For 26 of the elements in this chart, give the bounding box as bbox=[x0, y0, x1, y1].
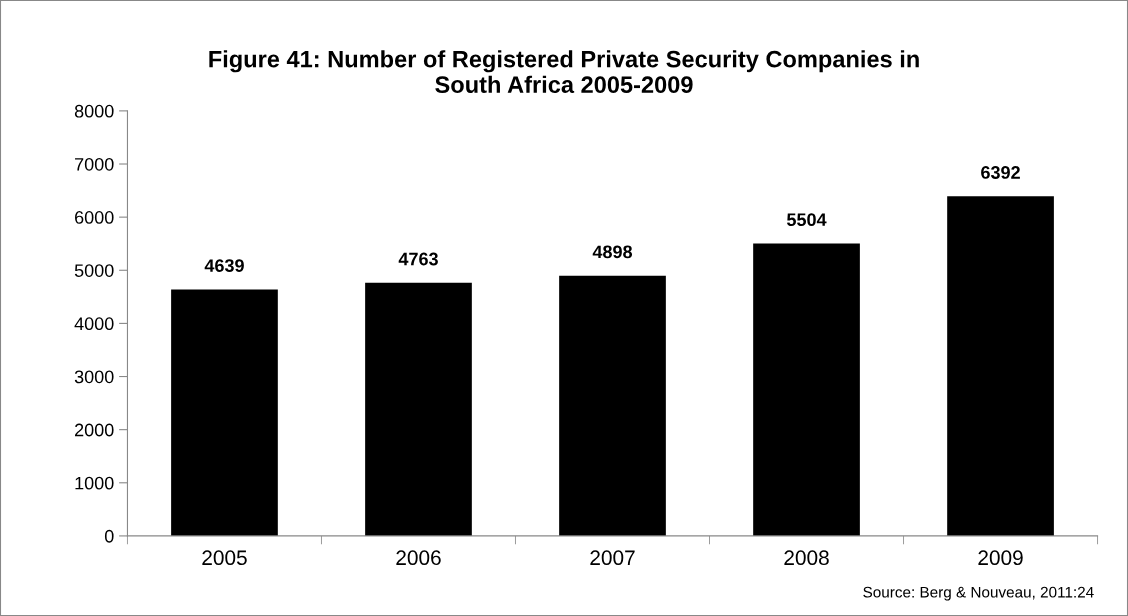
x-tick-label: 2008 bbox=[784, 550, 829, 566]
x-tick-label: 2007 bbox=[590, 550, 635, 566]
y-tick-label: 4000 bbox=[74, 317, 114, 331]
data-label: 4639 bbox=[204, 259, 244, 273]
chart-title: Figure 41: Number of Registered Private Security Companies in South Africa 2005-2009 bbox=[209, 50, 919, 94]
y-tick-label: 3000 bbox=[74, 370, 114, 384]
x-tick-label: 2009 bbox=[978, 550, 1023, 566]
y-tick-label: 7000 bbox=[75, 157, 114, 171]
y-tick-label: 1000 bbox=[75, 476, 114, 490]
data-label: 6392 bbox=[981, 166, 1020, 179]
y-tick-label: 8000 bbox=[74, 104, 114, 118]
y-tick-label: 0 bbox=[104, 529, 114, 543]
bar bbox=[753, 243, 860, 536]
data-label: 4763 bbox=[398, 252, 438, 266]
bar bbox=[947, 196, 1054, 536]
y-tick-label: 6000 bbox=[75, 211, 114, 224]
bar bbox=[171, 289, 278, 536]
y-tick-label: 5000 bbox=[74, 264, 114, 277]
y-tick-label: 2000 bbox=[75, 423, 114, 437]
bar bbox=[365, 282, 472, 536]
bar bbox=[559, 275, 666, 536]
data-label: 4898 bbox=[592, 245, 633, 259]
source-note: Source: Berg & Nouveau, 2011:24 bbox=[863, 586, 1094, 601]
data-label: 5504 bbox=[786, 213, 827, 227]
x-tick-label: 2006 bbox=[396, 550, 441, 566]
x-tick-label: 2005 bbox=[202, 550, 247, 566]
